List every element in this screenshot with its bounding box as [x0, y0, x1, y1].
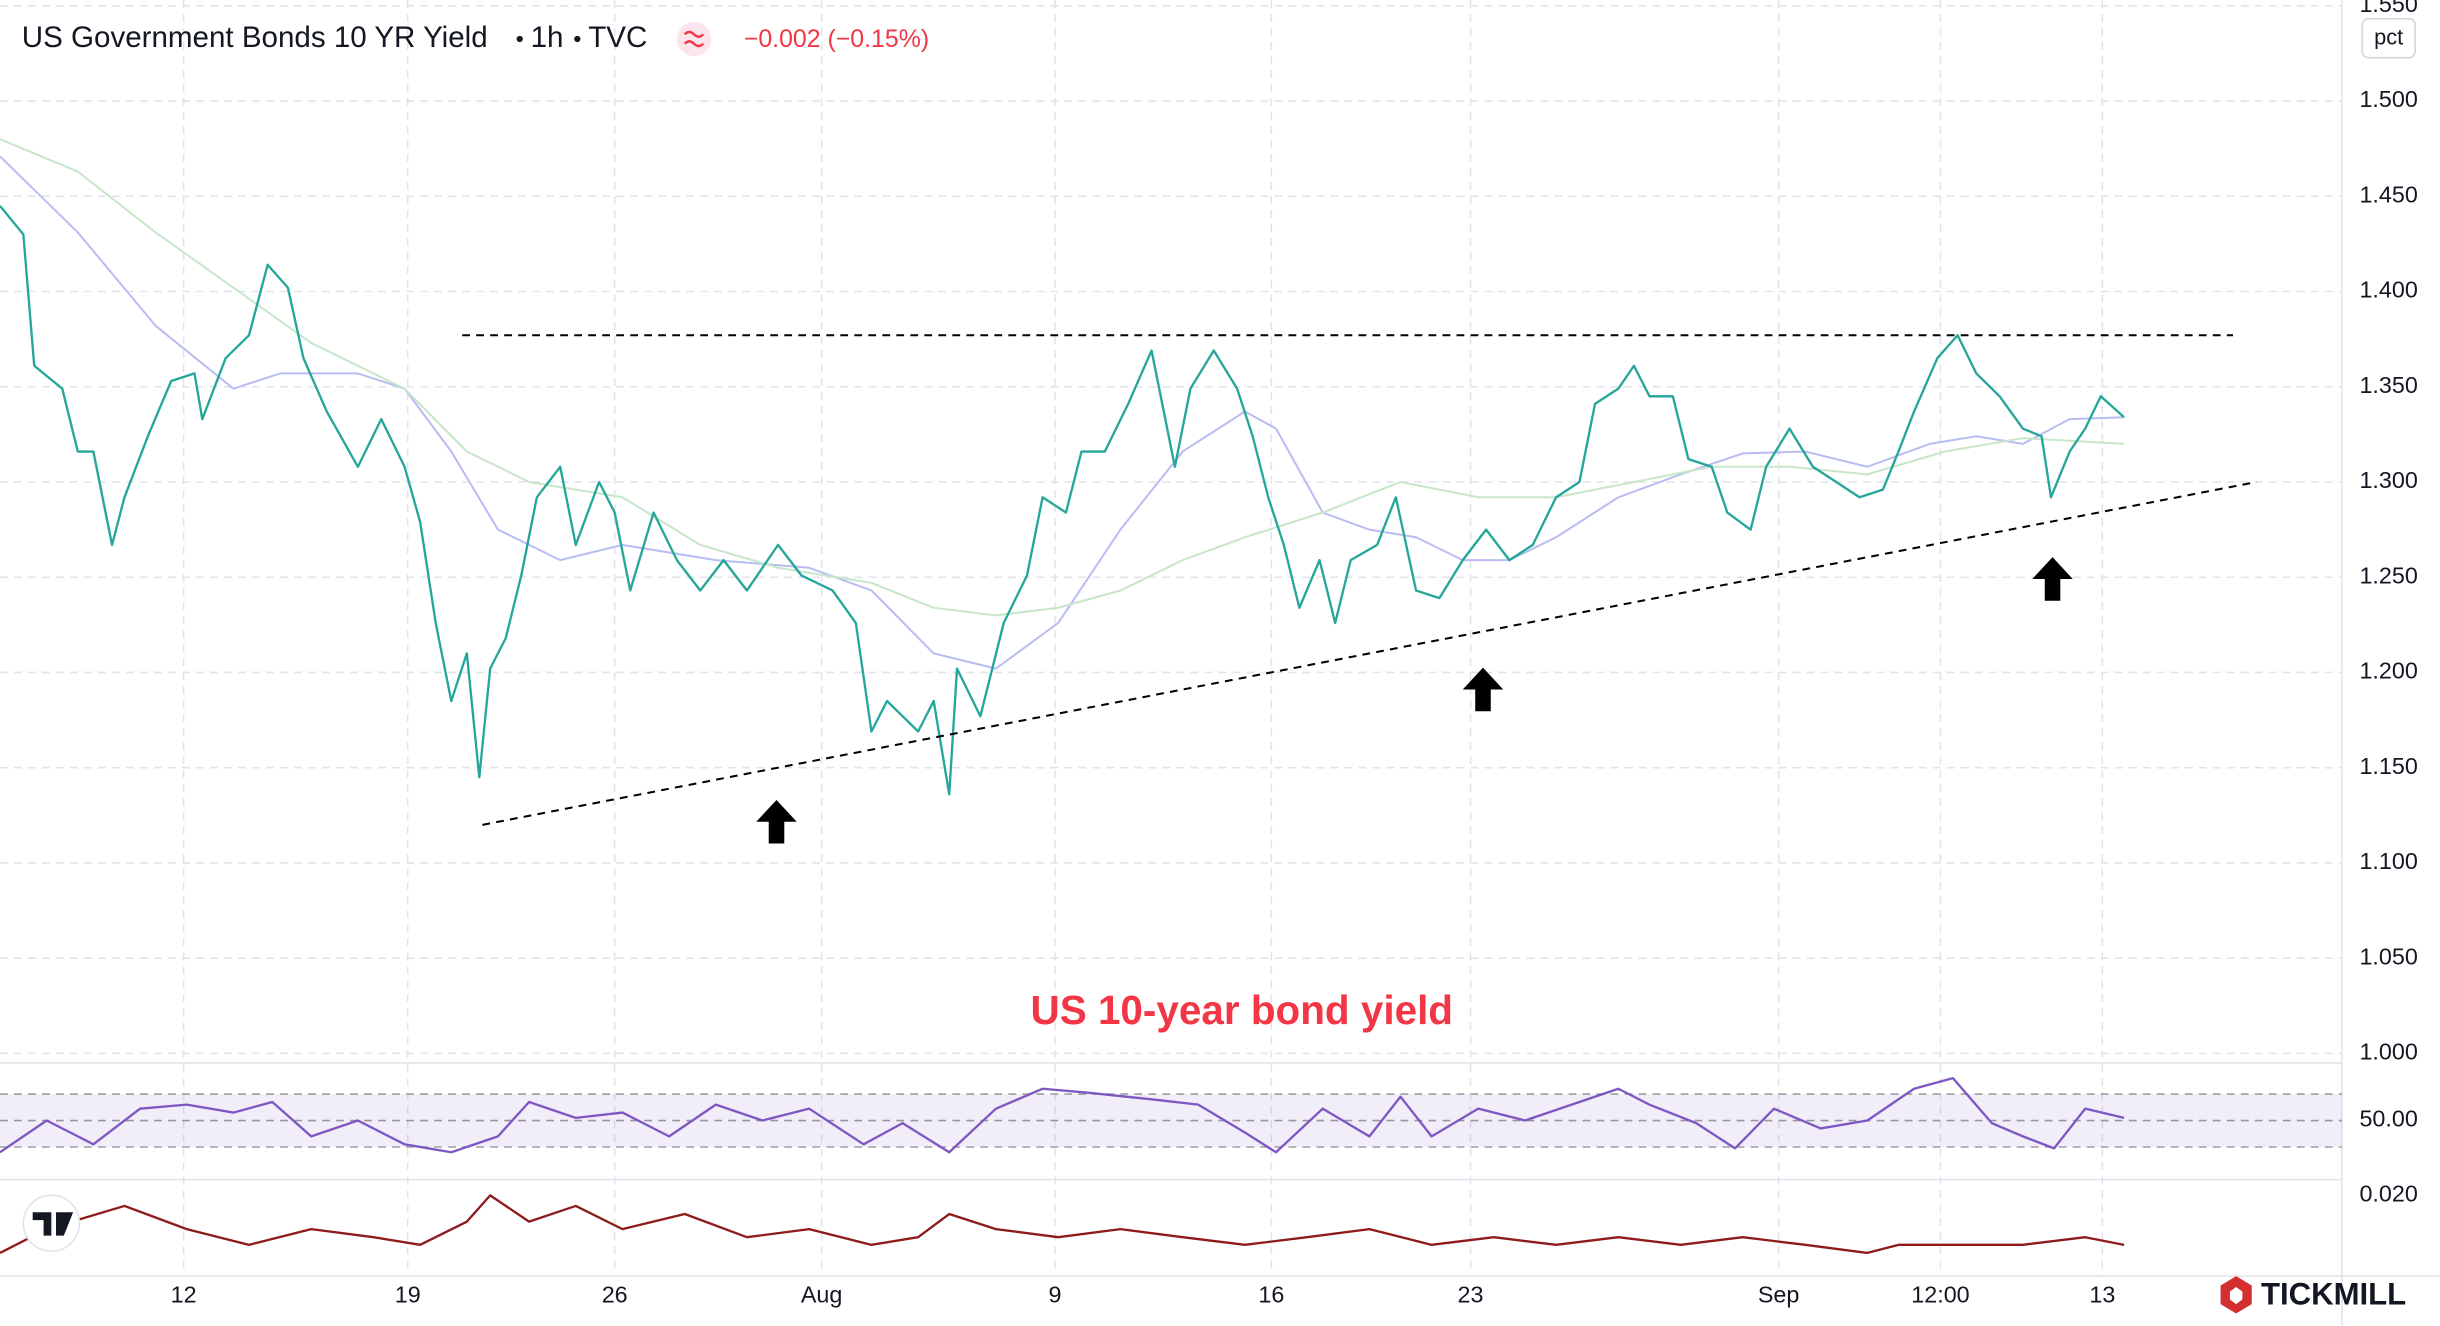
price-line	[0, 1194, 2125, 1255]
separator	[574, 35, 581, 43]
price-change: −0.002 (−0.15%)	[744, 25, 929, 53]
annotation: US 10-year bond yield	[1031, 987, 1453, 1033]
grid	[0, 0, 2342, 1277]
price-line	[0, 1077, 2125, 1154]
logo-mark	[32, 1212, 74, 1236]
arrow	[1462, 667, 1504, 712]
brand-mark	[2229, 1287, 2243, 1305]
y-tick-label: 1.350	[2359, 372, 2417, 398]
source: TVC	[588, 21, 647, 54]
y-tick-label: 1.050	[2359, 943, 2417, 969]
brand-logo: TICKMILL	[2220, 1276, 2406, 1314]
y-tick-label: 1.100	[2359, 848, 2417, 874]
indicator-icon	[683, 30, 705, 48]
x-tick-label: 26	[602, 1282, 628, 1308]
separator	[516, 35, 523, 43]
x-tick-label: Aug	[801, 1282, 843, 1308]
price-line	[0, 205, 2125, 796]
y-tick-label: 1.400	[2359, 277, 2417, 303]
moving-average	[0, 138, 2125, 617]
y-tick-label: 1.300	[2359, 467, 2417, 493]
y-tick-label: 50.00	[2359, 1106, 2417, 1132]
y-tick-label: 1.000	[2359, 1039, 2417, 1065]
arrow	[2032, 557, 2073, 601]
y-tick-label: 1.550	[2359, 0, 2417, 17]
y-tick-label: 1.450	[2359, 181, 2417, 207]
y-tick-label: 1.250	[2359, 562, 2417, 588]
y-tick-label: 1.150	[2359, 753, 2417, 779]
y-tick-label: 1.500	[2359, 86, 2417, 112]
tradingview-logo	[22, 1194, 81, 1252]
arrows	[756, 557, 2073, 844]
indicator-icon	[676, 21, 712, 57]
unit-box	[2361, 17, 2416, 59]
x-tick-label: 16	[1258, 1282, 1284, 1308]
plot	[0, 138, 2342, 1255]
brand-name: TICKMILL	[2261, 1277, 2406, 1312]
interval: 1h	[531, 21, 564, 54]
x-tick-label: 19	[395, 1282, 421, 1308]
x-tick-label: 12	[171, 1282, 197, 1308]
x-tick-label: 23	[1458, 1282, 1484, 1308]
trendline	[482, 481, 2257, 826]
x-tick-label: Sep	[1758, 1282, 1800, 1308]
x-tick-label: 13	[2089, 1282, 2115, 1308]
y-tick-label: 0.020	[2359, 1181, 2417, 1207]
x-tick-label: 9	[1049, 1282, 1062, 1308]
symbol-title: US Government Bonds 10 YR Yield	[22, 21, 488, 54]
y-tick-label: 1.200	[2359, 658, 2417, 684]
x-tick-label: 12:00	[1911, 1282, 1969, 1308]
unit-label: pct	[2374, 25, 2403, 50]
arrow	[756, 799, 797, 844]
